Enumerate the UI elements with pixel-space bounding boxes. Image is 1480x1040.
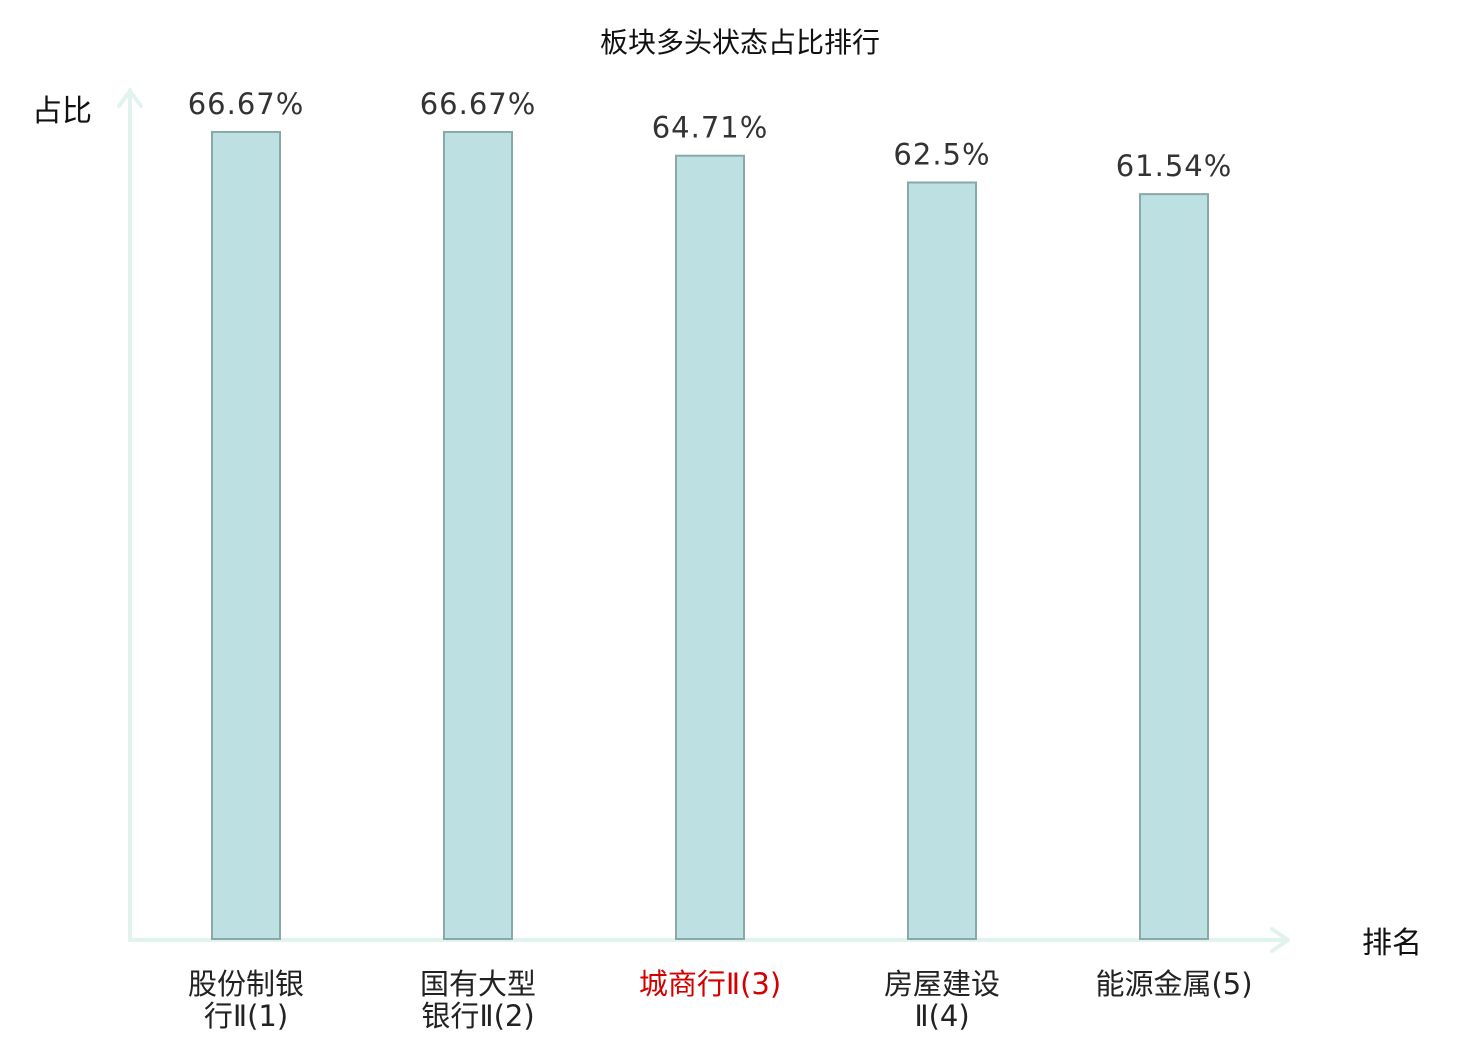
y-axis-label: 占比 bbox=[32, 94, 92, 129]
category-label-line: 国有大型 bbox=[420, 967, 536, 1001]
value-label-1: 66.67% bbox=[188, 87, 305, 121]
value-labels: 66.67% 66.67% 64.71% 62.5% 61.54% bbox=[188, 87, 1233, 183]
value-label-3: 64.71% bbox=[652, 111, 769, 145]
value-label-2: 66.67% bbox=[420, 87, 537, 121]
y-axis-arrow-icon bbox=[117, 89, 143, 108]
category-label-line: 房屋建设 bbox=[884, 967, 1000, 1001]
category-label-3: 城商行Ⅱ(3) bbox=[639, 967, 781, 1001]
category-label-4: 房屋建设 Ⅱ(4) bbox=[884, 967, 1000, 1033]
category-label-1: 股份制银行Ⅱ(1) bbox=[188, 967, 304, 1033]
bar-3 bbox=[675, 154, 745, 941]
bar-4 bbox=[907, 181, 977, 940]
category-label-line: 股份制银 bbox=[188, 967, 304, 1001]
bar-2 bbox=[443, 130, 513, 940]
x-axis-label: 排名 bbox=[1362, 926, 1422, 961]
bar-5 bbox=[1139, 193, 1209, 940]
category-label-line: 城商行Ⅱ(3) bbox=[639, 967, 781, 1001]
value-label-4: 62.5% bbox=[893, 138, 990, 172]
chart-title: 板块多头状态占比排行 bbox=[600, 26, 880, 59]
category-label-2: 国有大型银行Ⅱ(2) bbox=[420, 967, 536, 1033]
category-labels: 股份制银行Ⅱ(1) 国有大型银行Ⅱ(2) 城商行Ⅱ(3) 房屋建设 Ⅱ(4) 能源金属(5… bbox=[188, 967, 1253, 1033]
value-label-5: 61.54% bbox=[1116, 149, 1233, 183]
x-axis-arrow-icon bbox=[1270, 927, 1290, 953]
bar-1 bbox=[211, 130, 281, 940]
category-label-line: 行Ⅱ(1) bbox=[204, 999, 288, 1033]
category-label-line: Ⅱ(4) bbox=[914, 999, 969, 1033]
category-label-line: 银行Ⅱ(2) bbox=[421, 999, 534, 1033]
category-label-5: 能源金属(5) bbox=[1095, 967, 1252, 1001]
category-label-line: 能源金属(5) bbox=[1095, 967, 1252, 1001]
bars bbox=[211, 130, 1209, 941]
